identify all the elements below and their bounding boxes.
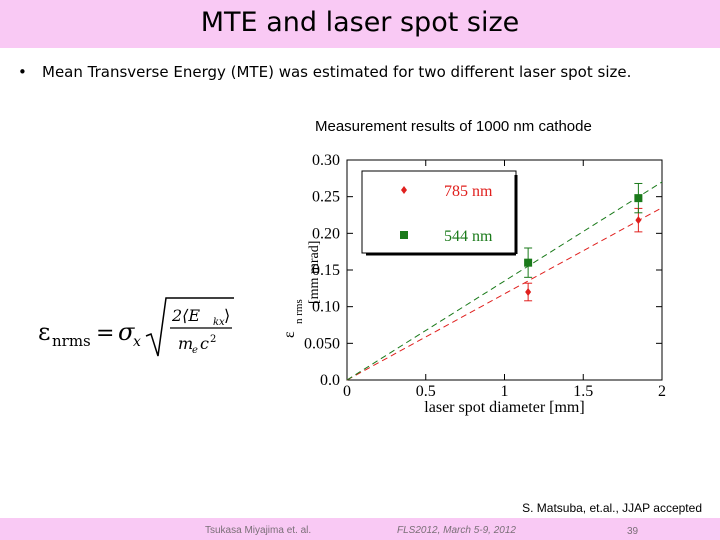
fit-line — [346, 181, 663, 381]
y-tick-label: 0.30 — [312, 152, 340, 169]
formula-numerator: 2⟨E — [171, 306, 200, 325]
data-point — [635, 216, 642, 225]
footer-bar — [0, 518, 720, 540]
x-tick-label: 1.5 — [573, 383, 593, 400]
fit-lines — [346, 181, 663, 381]
x-tick-label: 0 — [343, 383, 351, 400]
title-bar — [0, 0, 720, 48]
x-tick-label: 0.5 — [416, 383, 436, 400]
y-tick-label: 0.0 — [320, 372, 340, 389]
legend-box — [361, 170, 517, 254]
y-tick-label: 0.050 — [304, 335, 340, 352]
formula-sigma: σ — [118, 318, 135, 346]
formula-equals: = — [96, 321, 114, 346]
mte-formula: ε nrms = σ x 2⟨E kx ⟩ m e c 2 — [38, 297, 234, 357]
y-tick-label: 0.10 — [312, 299, 340, 316]
y-tick-label: 0.25 — [312, 189, 340, 206]
formula-denominator-subscript: e — [192, 345, 198, 356]
formula-epsilon: ε — [38, 318, 50, 346]
x-tick-label: 2 — [658, 383, 666, 400]
formula-numerator-subscript: kx — [213, 317, 225, 328]
legend: 785 nm 544 nm — [361, 170, 518, 256]
legend-label: 785 nm — [444, 183, 493, 200]
footer-conference: FLS2012, March 5-9, 2012 — [397, 525, 516, 536]
y-tick-label: 0.20 — [312, 225, 340, 242]
data-point — [634, 194, 643, 203]
bullet-text: Mean Transverse Energy (MTE) was estimat… — [42, 63, 632, 81]
formula-numerator-close: ⟩ — [224, 306, 230, 325]
formula-sigma-subscript: x — [133, 334, 141, 350]
legend-marker — [400, 231, 408, 239]
bullet-marker: • — [18, 63, 27, 81]
mte-chart: 0 0.5 1 1.5 2 0.0 0.050 0.10 0.15 0.20 0.25 0.30 78… — [281, 152, 666, 416]
formula-denominator-c: c — [200, 334, 209, 353]
page-number: 39 — [627, 526, 639, 537]
data-point — [524, 258, 533, 267]
bullet-item: • Mean Transverse Energy (MTE) was estima… — [18, 63, 631, 81]
formula-denominator-m: m — [178, 334, 193, 353]
chart-caption: Measurement results of 1000 nm cathode — [315, 118, 592, 135]
y-axis-label-units: [mm mrad] — [307, 241, 322, 304]
formula-epsilon-subscript: nrms — [52, 332, 91, 350]
slide-title: MTE and laser spot size — [200, 7, 520, 38]
formula-denominator-superscript: 2 — [210, 334, 216, 345]
y-axis-label: ε n rms [mm mrad] — [281, 241, 322, 338]
footer-author: Tsukasa Miyajima et. al. — [205, 525, 312, 536]
x-tick-label: 1 — [501, 383, 509, 400]
legend-marker — [401, 186, 407, 194]
citation: S. Matsuba, et.al., JJAP accepted — [522, 501, 702, 515]
x-axis-label: laser spot diameter [mm] — [424, 399, 584, 416]
y-axis-label-subscript: n rms — [293, 299, 305, 324]
y-tick-label: 0.15 — [312, 262, 340, 279]
legend-label: 544 nm — [444, 228, 493, 245]
data-point — [525, 288, 532, 296]
data-points — [524, 182, 643, 302]
formula-sqrt-sign — [145, 297, 234, 357]
y-axis-label-symbol: ε — [281, 331, 298, 338]
